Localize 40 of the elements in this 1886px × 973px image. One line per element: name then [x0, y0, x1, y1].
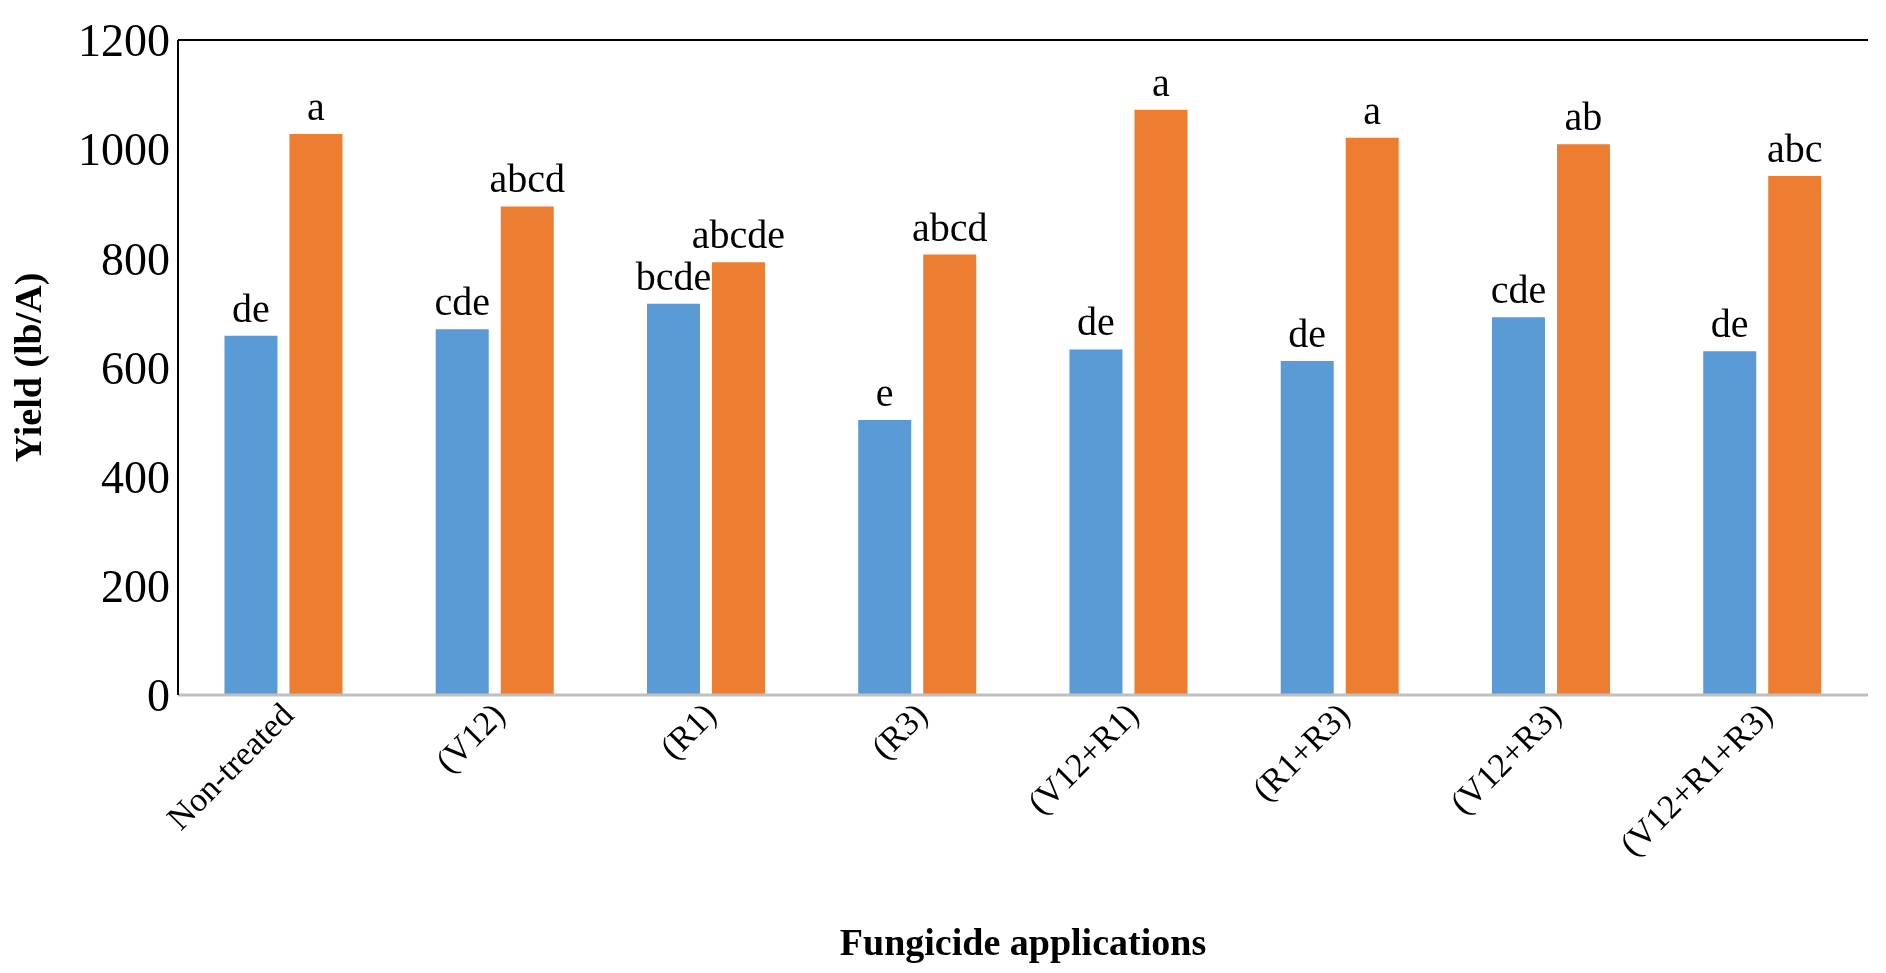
y-tick-label: 800: [101, 233, 170, 285]
bar: [1491, 317, 1545, 695]
data-label: abc: [1766, 125, 1823, 171]
bar: [1703, 351, 1757, 695]
bar: [435, 329, 489, 695]
x-tick-label: (R1): [652, 695, 724, 767]
data-label: de: [1288, 310, 1327, 356]
data-label: a: [1363, 87, 1382, 133]
data-label: de: [1077, 299, 1115, 345]
data-label: de: [1710, 301, 1749, 347]
x-axis-title: Fungicide applications: [839, 921, 1207, 963]
y-axis-title: Yield (lb/A): [7, 272, 51, 463]
y-tick-label: 200: [101, 561, 170, 613]
y-tick-label: 400: [101, 452, 170, 503]
data-label: a: [1152, 59, 1171, 105]
y-tick-label: 1200: [78, 15, 170, 67]
y-tick-label: 1000: [78, 124, 170, 176]
bar: [646, 303, 700, 695]
bar: [711, 262, 765, 695]
bar: [923, 254, 977, 695]
y-tick-label: 600: [101, 342, 170, 394]
data-label: abcd: [489, 156, 565, 202]
data-label: abcd: [911, 204, 988, 250]
x-tick-label: (R3): [864, 695, 936, 767]
bar: [1345, 137, 1399, 695]
data-label: a: [307, 83, 326, 129]
bar: [858, 419, 912, 695]
data-label: ab: [1564, 94, 1603, 140]
bar: [1134, 109, 1188, 695]
data-label: de: [232, 285, 270, 331]
bar: [1069, 349, 1123, 695]
data-label: e: [875, 369, 894, 415]
bar: [500, 206, 554, 695]
bar: [1768, 175, 1822, 695]
bar: [224, 335, 278, 695]
bar: [289, 133, 343, 695]
data-label: cde: [434, 279, 490, 325]
bar: [1280, 360, 1334, 695]
data-label: cde: [1490, 267, 1547, 313]
bar: [1556, 144, 1610, 695]
